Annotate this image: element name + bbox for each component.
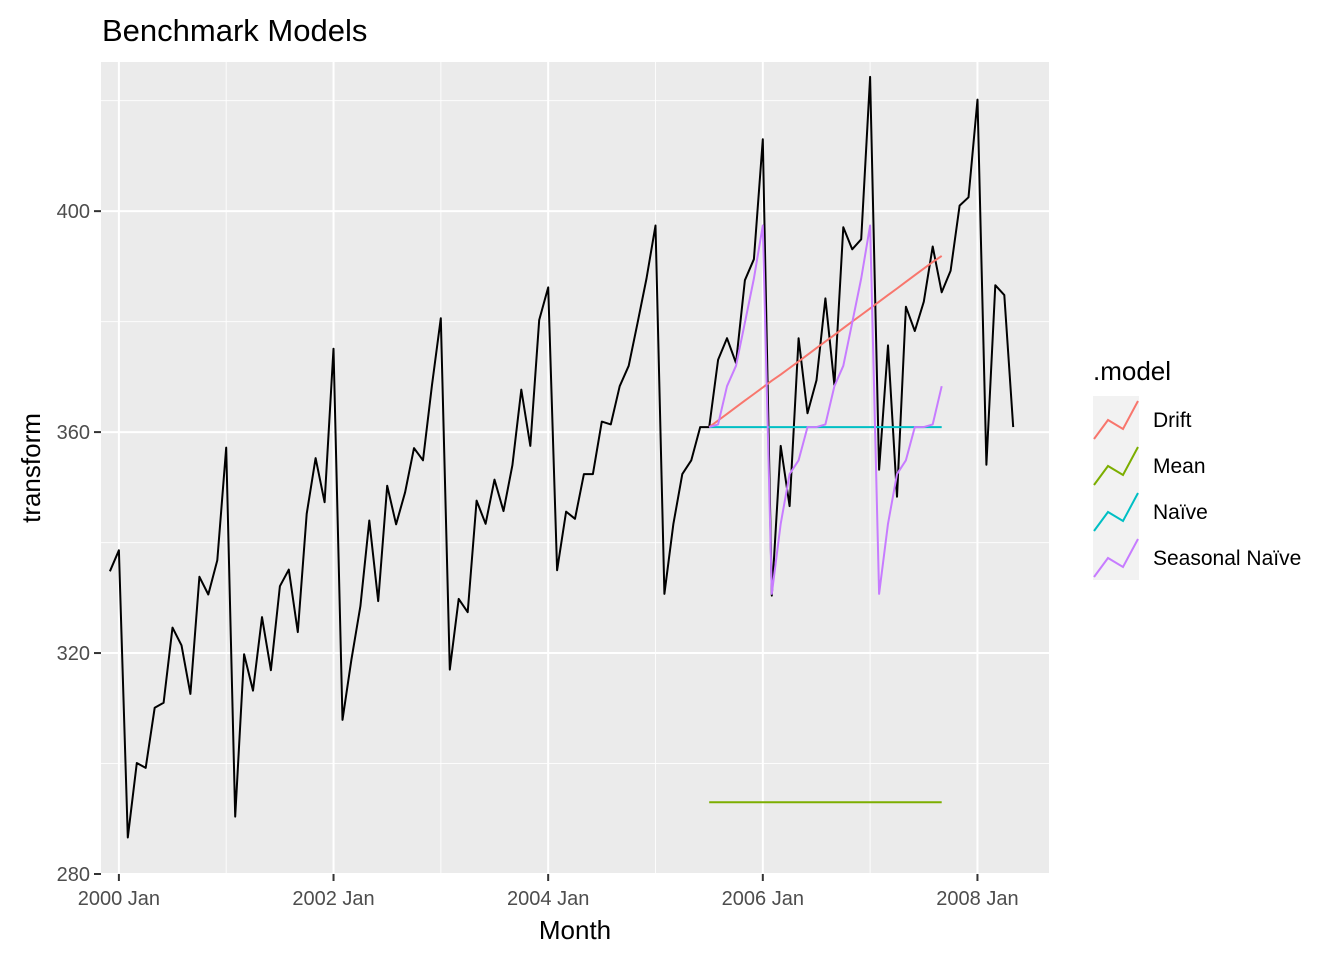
legend-key-seasonal-na-ve bbox=[1093, 534, 1139, 580]
y-tick-label: 280 bbox=[57, 864, 90, 886]
legend-swatch-seasonal-na-ve bbox=[1093, 538, 1139, 578]
x-tick-label: 2004 Jan bbox=[507, 888, 589, 910]
x-tick-label: 2008 Jan bbox=[936, 888, 1018, 910]
forecast-line-drift bbox=[708, 255, 943, 428]
legend: .model Drift Mean Naïve Seasonal Naïve bbox=[1093, 356, 1301, 580]
legend-label-na-ve: Naïve bbox=[1153, 501, 1208, 524]
y-tick-label: 360 bbox=[57, 422, 90, 444]
plot-panel bbox=[101, 62, 1049, 874]
legend-label-mean: Mean bbox=[1153, 455, 1206, 478]
legend-key-mean bbox=[1093, 442, 1139, 488]
history-line bbox=[108, 75, 1015, 839]
legend-swatch-mean bbox=[1093, 446, 1139, 486]
legend-title: .model bbox=[1093, 356, 1171, 386]
series-layer bbox=[108, 75, 1015, 839]
legend-item-drift: Drift bbox=[1093, 396, 1192, 442]
y-axis: 280 320 360 400 bbox=[57, 201, 101, 886]
legend-item-seasonal-na-ve: Seasonal Naïve bbox=[1093, 534, 1301, 580]
forecast-line-seasonal-na-ve bbox=[708, 224, 943, 595]
legend-item-na-ve: Naïve bbox=[1093, 488, 1208, 534]
x-axis: 2000 Jan 2002 Jan 2004 Jan 2006 Jan 2008 Jan bbox=[78, 874, 1019, 910]
x-tick-label: 2000 Jan bbox=[78, 888, 160, 910]
legend-label-seasonal-na-ve: Seasonal Naïve bbox=[1153, 547, 1301, 570]
y-tick-label: 320 bbox=[57, 643, 90, 665]
legend-key-drift bbox=[1093, 396, 1139, 442]
legend-swatch-na-ve bbox=[1093, 492, 1139, 532]
legend-key-na-ve bbox=[1093, 488, 1139, 534]
y-tick-label: 400 bbox=[57, 201, 90, 223]
x-tick-label: 2006 Jan bbox=[722, 888, 804, 910]
legend-label-drift: Drift bbox=[1153, 409, 1192, 432]
major-gridlines bbox=[101, 62, 1049, 875]
x-axis-title: Month bbox=[539, 915, 611, 945]
legend-item-mean: Mean bbox=[1093, 442, 1206, 488]
y-axis-title: transform bbox=[16, 413, 46, 523]
x-tick-label: 2002 Jan bbox=[292, 888, 374, 910]
legend-swatch-drift bbox=[1093, 400, 1139, 440]
chart-title: Benchmark Models bbox=[102, 13, 367, 48]
